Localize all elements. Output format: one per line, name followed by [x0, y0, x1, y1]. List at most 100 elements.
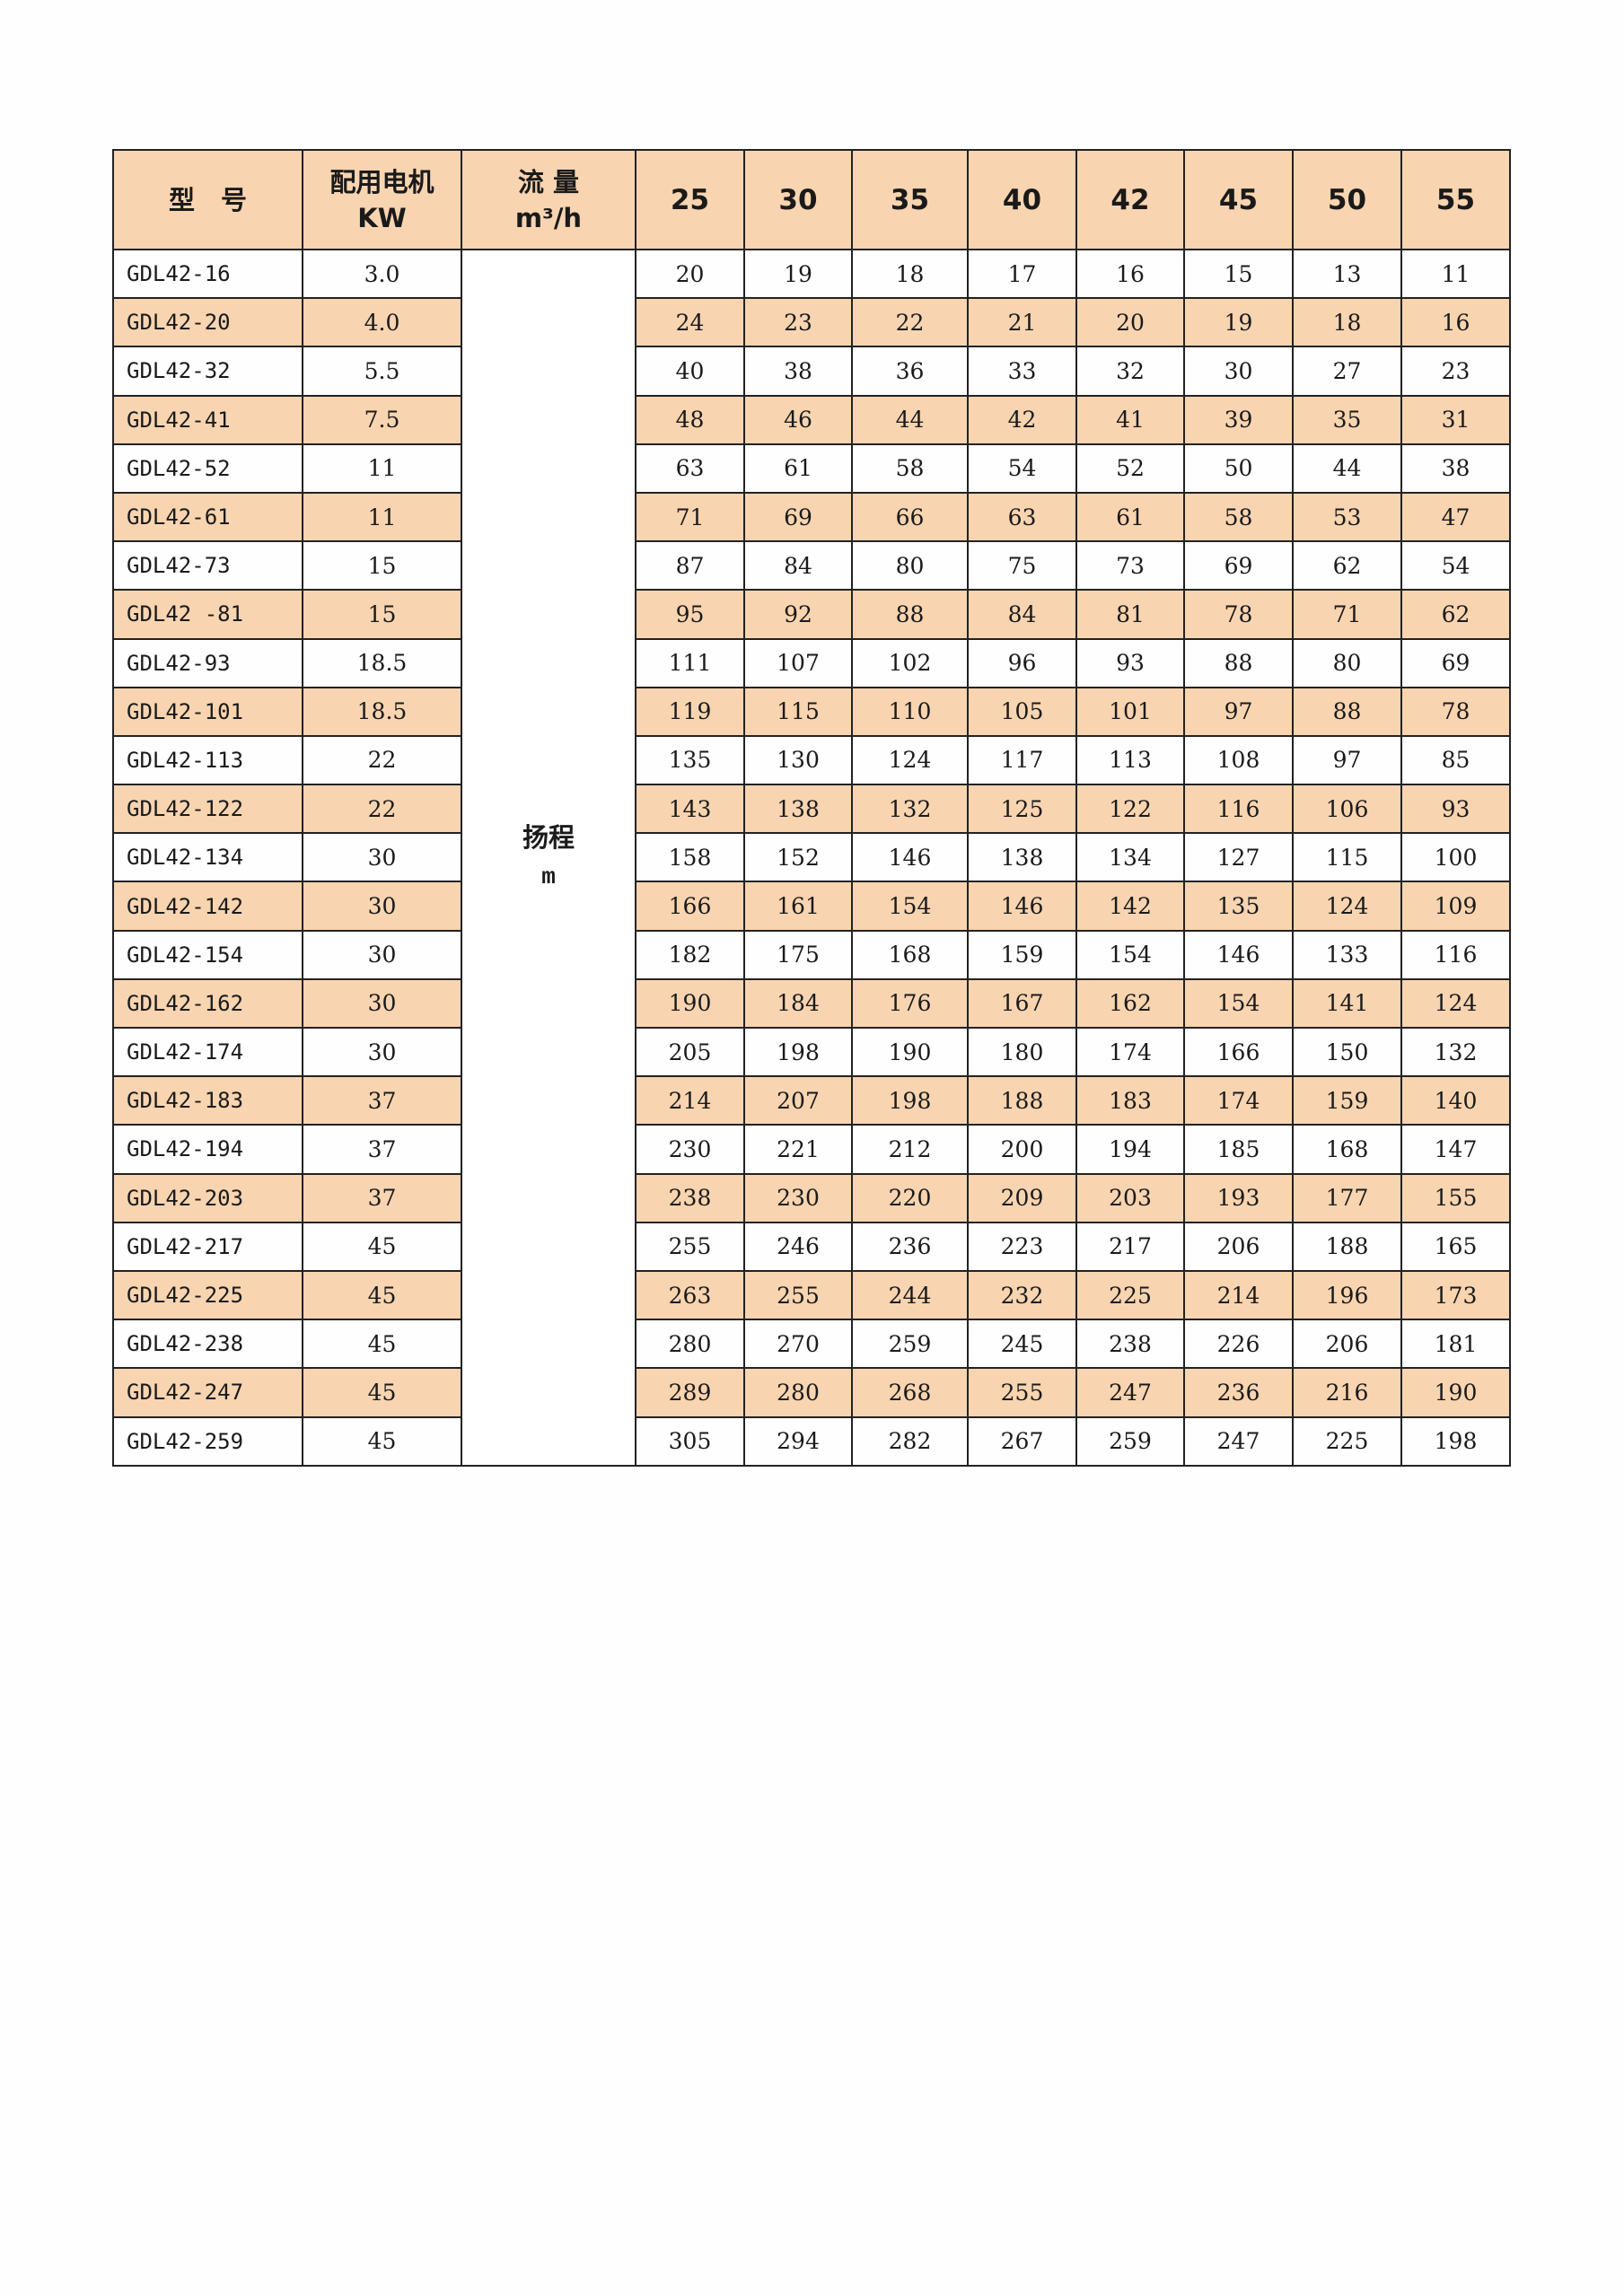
head-value-cell: 36 [851, 346, 969, 397]
head-value-cell: 96 [967, 637, 1077, 688]
model-cell: GDL42-238 [112, 1319, 303, 1370]
head-value-cell: 146 [967, 881, 1077, 932]
head-value-cell: 142 [1075, 881, 1185, 932]
motor-kw-cell: 30 [302, 1026, 462, 1078]
head-value-cell: 236 [851, 1221, 969, 1272]
head-value-cell: 193 [1183, 1172, 1294, 1223]
head-value-cell: 305 [635, 1415, 745, 1467]
motor-kw-cell: 18.5 [302, 686, 462, 737]
head-value-cell: 140 [1400, 1075, 1511, 1126]
head-value-cell: 20 [635, 248, 745, 300]
head-value-cell: 61 [743, 443, 853, 494]
head-value-cell: 255 [967, 1367, 1077, 1418]
table-row: GDL42-203 37 238 230 220 209 203 193 177 155 [112, 1172, 1511, 1223]
head-value-cell: 280 [743, 1367, 853, 1418]
table-row: GDL42-113 22 135 130 124 117 113 108 97 85 [112, 734, 1511, 786]
head-value-cell: 183 [1075, 1075, 1185, 1126]
header-flow-value: 40 [967, 149, 1077, 250]
head-value-cell: 69 [743, 491, 853, 543]
head-value-cell: 40 [635, 346, 745, 397]
head-value-cell: 58 [1183, 491, 1294, 543]
motor-kw-cell: 45 [302, 1221, 462, 1272]
head-value-cell: 30 [1183, 346, 1294, 397]
table-row: GDL42-73 15 87 84 80 75 73 69 62 54 [112, 540, 1511, 592]
table-row: GDL42-93 18.5 111 107 102 96 93 88 80 69 [112, 637, 1511, 688]
head-value-cell: 105 [967, 686, 1077, 737]
head-value-cell: 80 [1292, 637, 1402, 688]
head-value-cell: 230 [743, 1172, 853, 1223]
head-value-cell: 214 [635, 1075, 745, 1126]
head-value-cell: 93 [1075, 637, 1185, 688]
table-row: GDL42-16 3.0 扬程 m 20 19 18 17 16 15 13 11 [112, 248, 1511, 1467]
model-cell: GDL42-154 [112, 929, 303, 980]
motor-kw-cell: 45 [302, 1319, 462, 1370]
model-cell: GDL42-247 [112, 1367, 303, 1418]
head-value-cell: 23 [743, 297, 853, 348]
head-value-cell: 18 [851, 248, 969, 300]
model-cell: GDL42-101 [112, 686, 303, 737]
head-value-cell: 267 [967, 1415, 1077, 1467]
head-value-cell: 88 [1183, 637, 1294, 688]
head-value-cell: 71 [635, 491, 745, 543]
head-value-cell: 198 [851, 1075, 969, 1126]
head-value-cell: 42 [967, 394, 1077, 445]
head-value-cell: 143 [635, 784, 745, 835]
model-cell: GDL42 -81 [112, 589, 303, 640]
head-value-cell: 66 [851, 491, 969, 543]
head-value-cell: 18 [1292, 297, 1402, 348]
head-value-cell: 88 [851, 589, 969, 640]
head-value-cell: 138 [967, 832, 1077, 883]
motor-kw-cell: 7.5 [302, 394, 462, 445]
head-value-cell: 238 [635, 1172, 745, 1223]
header-motor-label: 配用电机 [329, 166, 435, 197]
head-value-cell: 47 [1400, 491, 1511, 543]
model-cell: GDL42-20 [112, 297, 303, 348]
head-value-cell: 17 [967, 248, 1077, 300]
header-model: 型 号 [112, 149, 303, 250]
model-cell: GDL42-162 [112, 977, 303, 1030]
model-cell: GDL42-217 [112, 1221, 303, 1272]
head-value-cell: 238 [1075, 1319, 1185, 1370]
head-value-cell: 23 [1400, 346, 1511, 397]
head-value-cell: 236 [1183, 1367, 1294, 1418]
model-cell: GDL42-41 [112, 394, 303, 445]
head-value-cell: 154 [1183, 977, 1294, 1030]
motor-kw-cell: 45 [302, 1367, 462, 1418]
head-value-cell: 54 [967, 443, 1077, 494]
header-flow-value: 42 [1075, 149, 1185, 250]
motor-kw-cell: 30 [302, 881, 462, 932]
head-value-cell: 124 [1292, 881, 1402, 932]
head-value-cell: 203 [1075, 1172, 1185, 1223]
head-value-cell: 154 [1075, 929, 1185, 980]
table-row: GDL42-194 37 230 221 212 200 194 185 168 147 [112, 1124, 1511, 1175]
head-value-cell: 221 [743, 1124, 853, 1175]
head-value-cell: 205 [635, 1026, 745, 1078]
motor-kw-cell: 5.5 [302, 346, 462, 397]
model-cell: GDL42-194 [112, 1124, 303, 1175]
head-value-cell: 88 [1292, 686, 1402, 737]
head-value-cell: 244 [851, 1269, 969, 1321]
head-value-cell: 46 [743, 394, 853, 445]
head-value-cell: 270 [743, 1319, 853, 1370]
model-cell: GDL42-134 [112, 832, 303, 883]
table-row: GDL42-41 7.5 48 46 44 42 41 39 35 31 [112, 394, 1511, 445]
head-value-cell: 13 [1292, 248, 1402, 300]
head-value-cell: 115 [1292, 832, 1402, 883]
head-value-cell: 73 [1075, 540, 1185, 592]
head-value-cell: 194 [1075, 1124, 1185, 1175]
head-value-cell: 289 [635, 1367, 745, 1418]
head-value-cell: 196 [1292, 1269, 1402, 1321]
table-row: GDL42-259 45 305 294 282 267 259 247 225 198 [112, 1415, 1511, 1467]
model-cell: GDL42-122 [112, 784, 303, 835]
head-value-cell: 84 [743, 540, 853, 592]
motor-kw-cell: 4.0 [302, 297, 462, 348]
head-value-cell: 19 [743, 248, 853, 300]
head-value-cell: 175 [743, 929, 853, 980]
table-row: GDL42-225 45 263 255 244 232 225 214 196 173 [112, 1269, 1511, 1321]
head-value-cell: 20 [1075, 297, 1185, 348]
header-flow-value: 35 [851, 149, 969, 250]
head-value-cell: 119 [635, 686, 745, 737]
table-row: GDL42-217 45 255 246 236 223 217 206 188 165 [112, 1221, 1511, 1272]
head-value-cell: 155 [1400, 1172, 1511, 1223]
head-value-cell: 190 [851, 1026, 969, 1078]
